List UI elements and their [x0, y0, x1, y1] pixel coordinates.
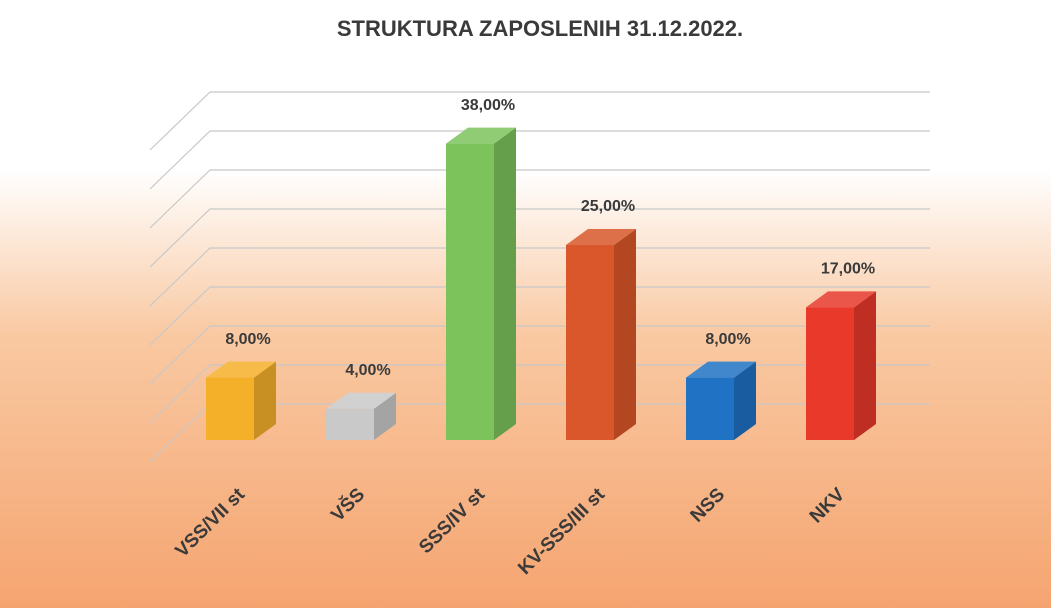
- bar: [806, 307, 854, 440]
- bar-side-shade: [734, 361, 756, 440]
- bar-side-shade: [494, 127, 516, 440]
- grid-line: [149, 325, 930, 385]
- data-label: 4,00%: [345, 362, 390, 379]
- bar-side: [254, 361, 276, 440]
- grid-line: [149, 364, 930, 424]
- bar: [206, 377, 254, 440]
- data-label: 8,00%: [225, 331, 270, 348]
- bar-side-shade: [614, 229, 636, 440]
- grid-line: [149, 169, 930, 229]
- grid-line: [149, 286, 930, 346]
- bar-top-shade: [446, 127, 516, 144]
- bar-top: [806, 291, 876, 308]
- data-label: 25,00%: [581, 198, 635, 215]
- bar-top-shade: [326, 392, 396, 409]
- bar-side-shade: [254, 361, 276, 440]
- bar-top: [206, 361, 276, 378]
- bar-top-shade: [806, 291, 876, 308]
- bar-side: [734, 361, 756, 440]
- bar-top: [446, 127, 516, 144]
- bar-side: [614, 229, 636, 440]
- bar-top: [566, 229, 636, 245]
- grid-line: [149, 247, 930, 307]
- bar-side-shade: [854, 291, 876, 440]
- bar-top: [326, 392, 396, 409]
- bar: [326, 408, 374, 440]
- data-label: 38,00%: [461, 97, 515, 114]
- data-label: 17,00%: [821, 261, 875, 278]
- bar: [446, 143, 494, 440]
- bar: [686, 377, 734, 440]
- bar-side-shade: [374, 392, 396, 440]
- bar-top-shade: [686, 361, 756, 378]
- grid-line: [149, 130, 930, 190]
- data-label: 8,00%: [705, 331, 750, 348]
- grid-line: [149, 208, 930, 268]
- bar-side: [374, 392, 396, 440]
- bar: [566, 245, 614, 440]
- bar-top: [686, 361, 756, 378]
- grid-line: [149, 91, 930, 151]
- bar-side: [494, 127, 516, 440]
- chart-title: STRUKTURA ZAPOSLENIH 31.12.2022.: [337, 16, 743, 41]
- bar-side: [854, 291, 876, 440]
- bar-top-shade: [566, 229, 636, 245]
- bar-top-shade: [206, 361, 276, 378]
